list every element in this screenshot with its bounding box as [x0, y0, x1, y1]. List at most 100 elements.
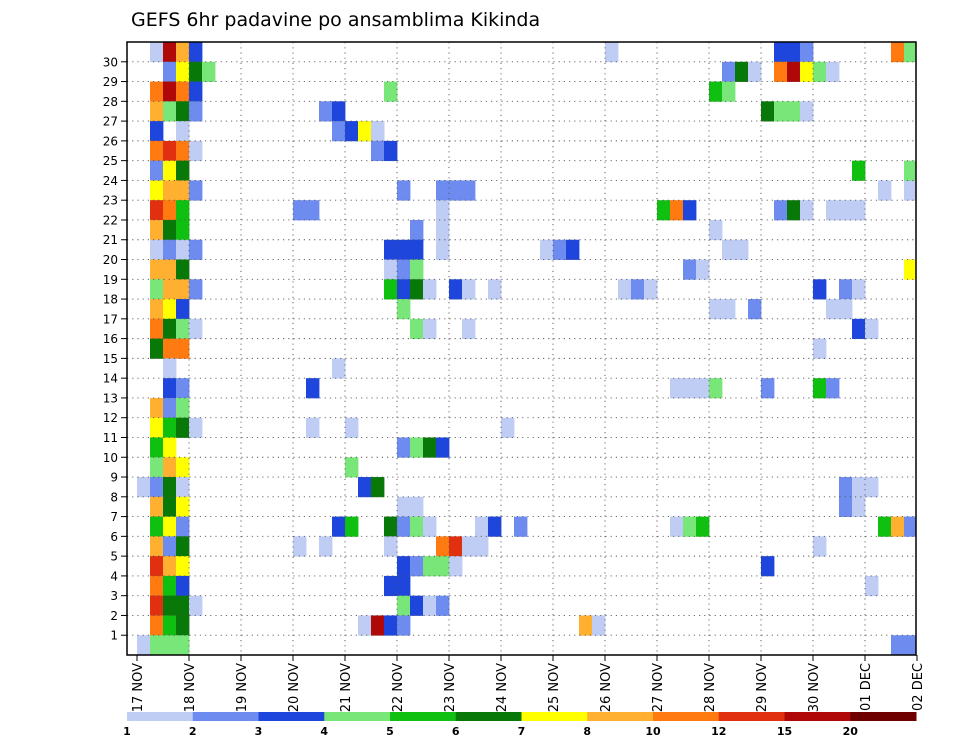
heatmap-cell — [150, 556, 164, 577]
x-ticks: 17 NOV 18 NOV 19 NOV 20 NOV 21 NOV 22 NOV 23 N… — [131, 655, 926, 712]
heatmap-cell — [150, 180, 164, 201]
heatmap-cell — [176, 140, 190, 162]
colorbar-swatch — [258, 712, 325, 721]
heatmap-cell — [774, 200, 788, 221]
heatmap-cell — [852, 200, 866, 221]
heatmap-cell — [826, 61, 840, 82]
heatmap-cell — [722, 61, 736, 82]
heatmap-cell — [436, 180, 450, 201]
heatmap-cell — [579, 615, 593, 636]
heatmap-cell — [436, 536, 450, 557]
heatmap-cell — [839, 200, 853, 221]
heatmap-cell — [332, 516, 346, 537]
y-tick-label: 6 — [110, 530, 118, 544]
heatmap-cell — [709, 299, 723, 320]
heatmap-cell — [670, 200, 684, 221]
heatmap-cell — [163, 556, 177, 577]
heatmap-cell — [163, 239, 177, 260]
heatmap-cell — [436, 556, 450, 577]
heatmap-cell — [371, 477, 385, 498]
heatmap-cell — [891, 635, 905, 656]
y-tick-label: 12 — [103, 411, 118, 425]
heatmap-cell — [150, 338, 164, 359]
y-tick-label: 29 — [103, 75, 118, 89]
x-tick-label: 18 NOV — [183, 663, 198, 712]
y-tick-label: 3 — [110, 589, 118, 603]
x-tick-label: 20 NOV — [287, 663, 302, 712]
x-tick-label: 01 DEC — [859, 663, 874, 711]
heatmap-cell — [358, 477, 372, 498]
heatmap-cell — [696, 259, 710, 280]
heatmap-cell — [163, 279, 177, 300]
y-tick-label: 30 — [103, 55, 118, 69]
heatmap-cell — [397, 575, 411, 597]
colorbar-label: 20 — [843, 725, 859, 738]
y-tick-label: 17 — [103, 312, 118, 326]
heatmap-cell — [176, 42, 190, 63]
x-tick-label: 27 NOV — [651, 663, 666, 712]
heatmap-cell — [410, 219, 424, 241]
heatmap-cell — [410, 516, 424, 537]
heatmap-cell — [618, 279, 632, 300]
heatmap-cell — [189, 318, 203, 340]
heatmap-cell — [176, 338, 190, 359]
heatmap-cell — [735, 239, 749, 260]
heatmap-cell — [163, 61, 177, 82]
grid — [127, 42, 916, 655]
heatmap-cell — [176, 259, 190, 280]
heatmap-cell — [397, 180, 411, 201]
heatmap-cell — [397, 615, 411, 636]
heatmap-cell — [670, 378, 684, 399]
heatmap-cell — [722, 81, 736, 102]
heatmap-cell — [423, 279, 437, 300]
heatmap-cell — [852, 279, 866, 300]
heatmap-cell — [514, 516, 528, 537]
heatmap-cell — [150, 615, 164, 636]
heatmap-cell — [176, 81, 190, 102]
chart-title: GEFS 6hr padavine po ansamblima Kikinda — [131, 9, 540, 31]
colorbar-swatch — [455, 712, 522, 721]
heatmap-cell — [150, 457, 164, 478]
heatmap-cell — [787, 101, 801, 122]
heatmap-cell — [150, 595, 164, 616]
heatmap-cell — [722, 299, 736, 320]
plot-frame — [126, 41, 917, 656]
heatmap-cell — [371, 615, 385, 636]
heatmap-cell — [735, 61, 749, 82]
heatmap-cell — [163, 615, 177, 636]
colorbar-label: 8 — [583, 725, 591, 738]
heatmap-cell — [150, 496, 164, 517]
colorbar-label: 7 — [518, 725, 526, 738]
heatmap-cell — [774, 101, 788, 122]
heatmap-cell — [163, 160, 177, 181]
y-tick-label: 9 — [110, 471, 118, 485]
heatmap-cell — [904, 42, 917, 63]
heatmap-cell — [761, 556, 775, 577]
x-tick-label: 19 NOV — [235, 663, 250, 712]
y-tick-label: 16 — [103, 332, 118, 346]
heatmap-cell — [150, 200, 164, 221]
heatmap-cell — [163, 42, 177, 63]
heatmap-cell — [865, 477, 879, 498]
heatmap-cell — [423, 595, 437, 616]
heatmap-cell — [566, 239, 580, 260]
heatmap-cell — [683, 516, 697, 537]
heatmap-cell — [293, 536, 307, 557]
heatmap-cell — [696, 378, 710, 399]
heatmap-cell — [189, 417, 203, 438]
y-tick-label: 24 — [103, 174, 118, 188]
heatmap-cell — [163, 180, 177, 201]
heatmap-cell — [839, 496, 853, 517]
heatmap-cell — [150, 42, 164, 63]
heatmap-cell — [176, 457, 190, 478]
heatmap-cell — [670, 516, 684, 537]
y-tick-label: 28 — [103, 95, 118, 109]
heatmap-cell — [384, 81, 398, 102]
heatmap-cell — [397, 516, 411, 537]
y-ticks: 1234567891011121314151617181920212223242… — [103, 55, 127, 643]
heatmap-cell — [787, 200, 801, 221]
heatmap-cell — [410, 259, 424, 280]
heatmap-cell — [163, 101, 177, 122]
heatmap-cell — [904, 516, 917, 537]
y-tick-label: 22 — [103, 213, 118, 227]
